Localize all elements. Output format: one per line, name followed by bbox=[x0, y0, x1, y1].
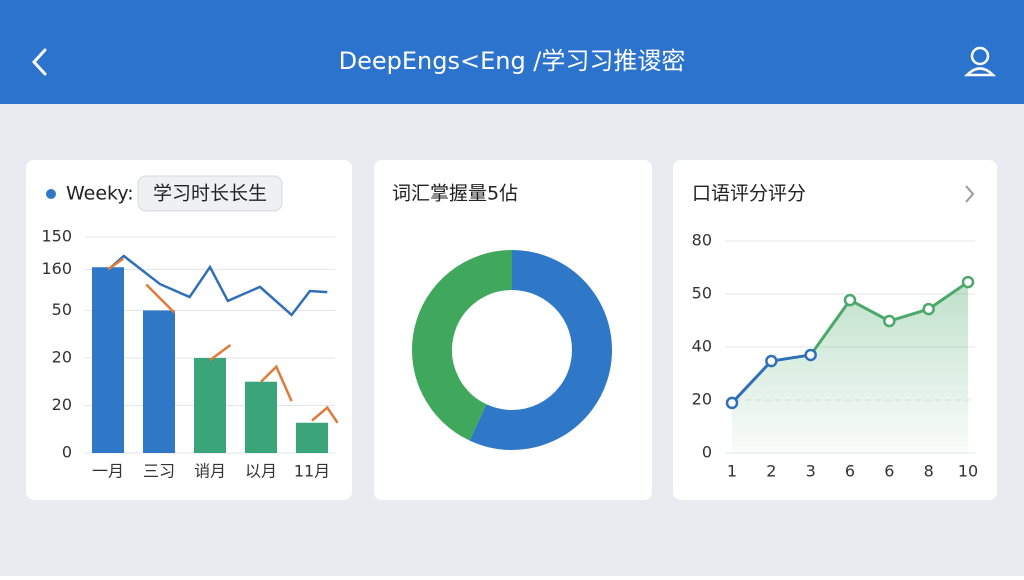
point bbox=[922, 302, 935, 316]
y-tick-label: 80 bbox=[692, 231, 712, 250]
badge-label: 学习时长长生 bbox=[153, 183, 267, 205]
bar bbox=[92, 267, 124, 453]
bar bbox=[143, 310, 175, 453]
x-tick-label: 以月 bbox=[245, 462, 277, 481]
header-title: DeepEngs<Eng /学习习推谡密 bbox=[339, 47, 686, 75]
line-segment bbox=[730, 360, 773, 404]
y-tick-label: 150 bbox=[41, 227, 72, 246]
x-tick-label: 10 bbox=[958, 462, 978, 481]
bar bbox=[194, 357, 226, 453]
header-bar bbox=[0, 0, 1024, 104]
line-segment bbox=[809, 299, 852, 356]
point bbox=[765, 354, 778, 368]
x-tick-label: 诮月 bbox=[194, 462, 226, 481]
x-tick-label: 6 bbox=[884, 462, 894, 481]
y-tick-label: 160 bbox=[41, 259, 72, 278]
back-button[interactable] bbox=[31, 48, 47, 76]
point bbox=[804, 348, 817, 362]
area bbox=[732, 282, 968, 453]
y-tick-label: 0 bbox=[62, 443, 72, 462]
card-title: 口语评分评分 bbox=[692, 183, 806, 205]
point bbox=[843, 293, 857, 307]
point bbox=[961, 275, 975, 289]
bar bbox=[245, 381, 277, 453]
badge[interactable] bbox=[137, 175, 283, 212]
line bbox=[107, 257, 339, 424]
point bbox=[725, 396, 739, 410]
legend-label: Weeky: bbox=[66, 183, 134, 205]
profile-button[interactable] bbox=[963, 46, 997, 77]
donut-segment bbox=[412, 250, 513, 441]
x-tick-label: 一月 bbox=[92, 462, 124, 481]
card-title: 词汇掌握量5佔 bbox=[392, 183, 518, 205]
y-tick-label: 20 bbox=[52, 347, 72, 366]
line-segment bbox=[888, 307, 930, 323]
donut-segment bbox=[469, 250, 612, 450]
y-tick-label: 20 bbox=[692, 390, 712, 409]
legend-dot bbox=[46, 189, 56, 199]
line-segment bbox=[849, 298, 891, 323]
point bbox=[883, 314, 896, 328]
line bbox=[109, 254, 328, 317]
y-tick-label: 0 bbox=[702, 443, 712, 462]
line-segment bbox=[771, 353, 811, 363]
x-tick-label: 11月 bbox=[294, 462, 330, 481]
bar bbox=[296, 422, 328, 453]
x-tick-label: 6 bbox=[845, 462, 855, 481]
chevron[interactable] bbox=[965, 185, 975, 203]
x-tick-label: 3 bbox=[806, 462, 816, 481]
x-tick-label: 8 bbox=[924, 462, 934, 481]
x-tick-label: 1 bbox=[727, 462, 737, 481]
line-segment bbox=[927, 280, 969, 311]
y-tick-label: 50 bbox=[692, 284, 712, 303]
x-tick-label: 三习 bbox=[143, 462, 175, 481]
y-tick-label: 50 bbox=[52, 300, 72, 319]
x-tick-label: 2 bbox=[766, 462, 776, 481]
y-tick-label: 40 bbox=[692, 337, 712, 356]
y-tick-label: 20 bbox=[52, 395, 72, 414]
